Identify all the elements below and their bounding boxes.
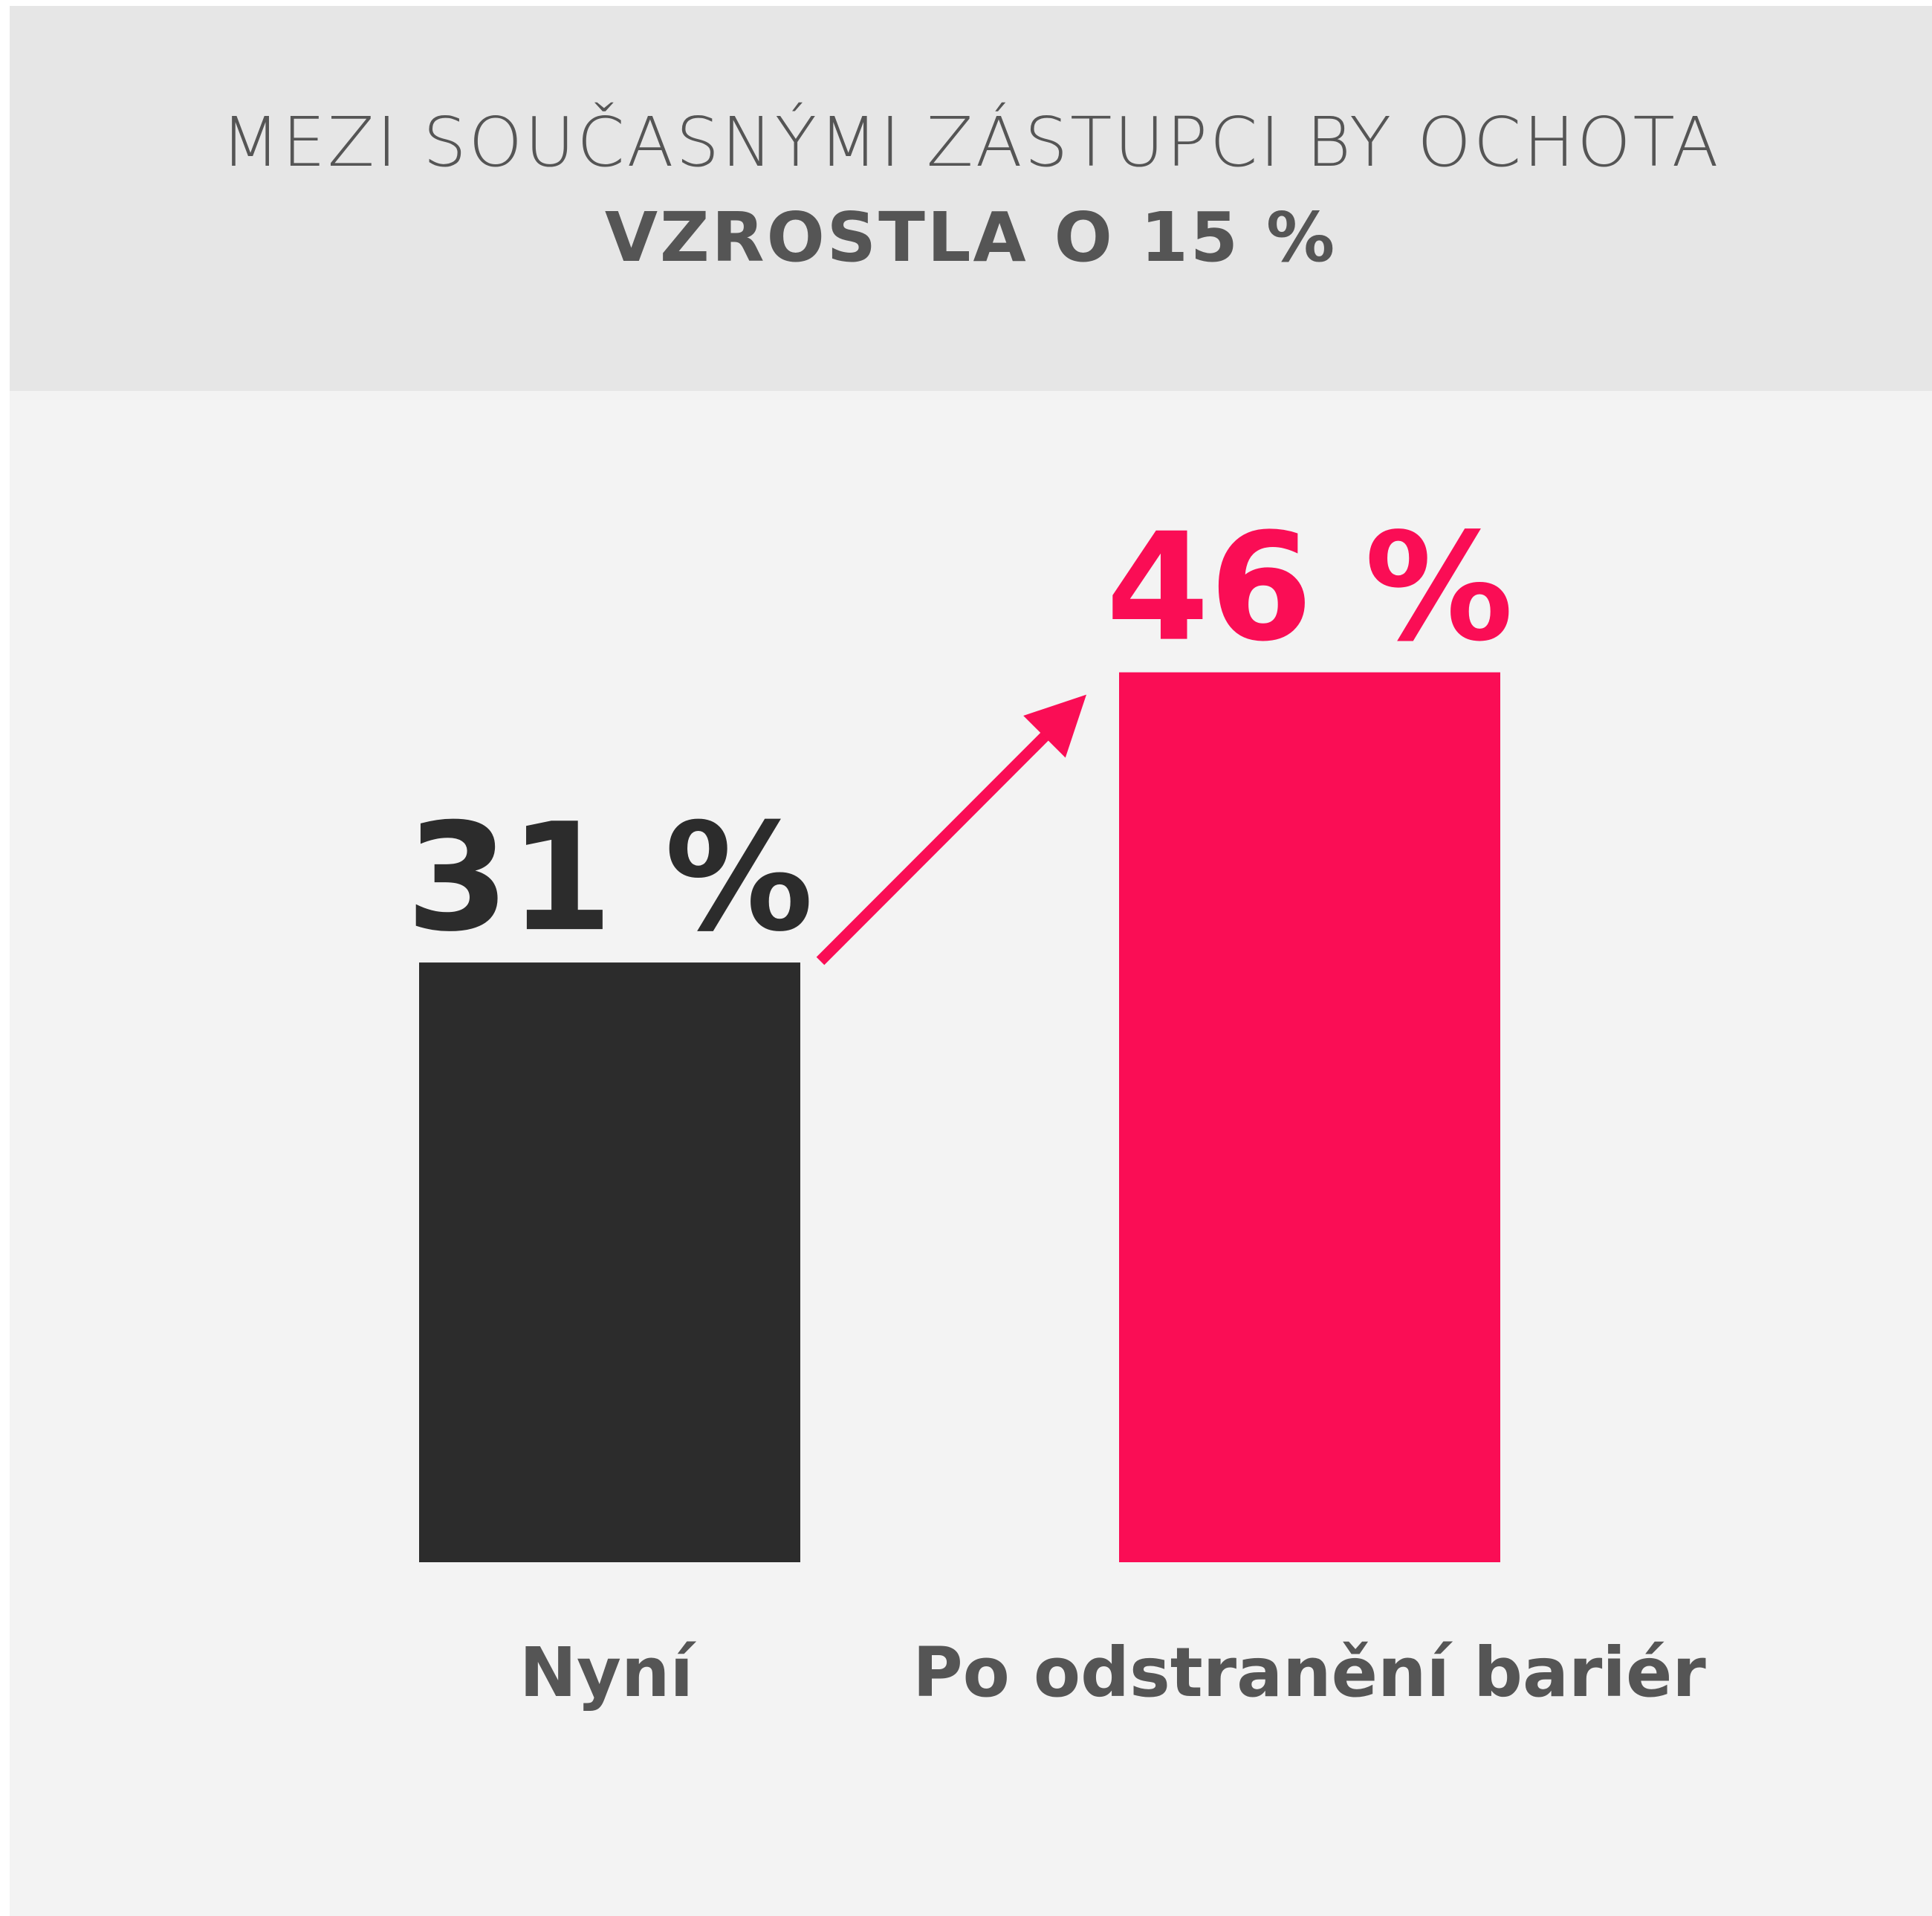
bar-1	[1119, 672, 1500, 1562]
chart-subtitle: VZROSTLA O 15 %	[604, 198, 1338, 277]
chart-area	[10, 391, 1932, 1916]
category-label-1: Po odstranění bariér	[912, 1633, 1706, 1712]
category-label-0: Nyní	[519, 1633, 696, 1712]
arrow-shaft	[816, 727, 1054, 965]
value-label-0: 31 %	[406, 792, 813, 965]
arrow-head	[1023, 694, 1086, 758]
title-band: MEZI SOUČASNÝMI ZÁSTUPCI BY OCHOTA VZROS…	[10, 6, 1932, 391]
chart-title: MEZI SOUČASNÝMI ZÁSTUPCI BY OCHOTA	[221, 103, 1721, 182]
bar-0	[419, 962, 800, 1562]
value-label-1: 46 %	[1106, 502, 1513, 675]
